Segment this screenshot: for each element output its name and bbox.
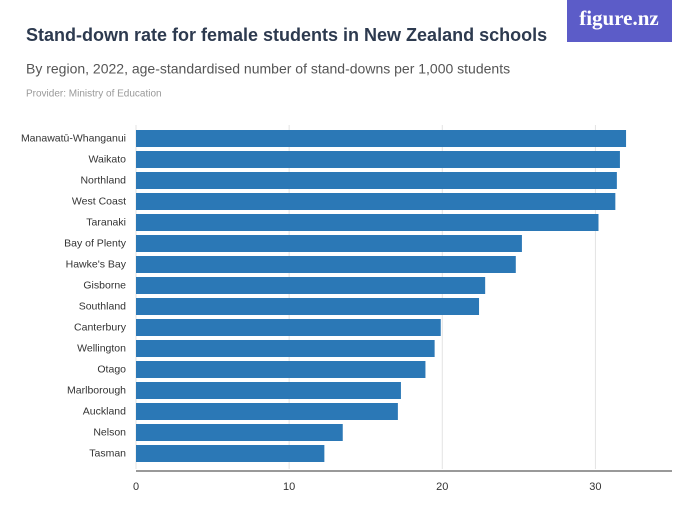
y-tick-label: Marlborough	[67, 384, 126, 396]
y-tick-label: Northland	[80, 174, 126, 186]
bar	[136, 256, 516, 273]
bar	[136, 172, 617, 189]
bar	[136, 214, 599, 231]
chart-title: Stand-down rate for female students in N…	[26, 25, 547, 45]
bar	[136, 403, 398, 420]
y-tick-label: Nelson	[93, 426, 126, 438]
bar	[136, 277, 486, 294]
bar	[136, 235, 522, 252]
y-tick-label: Bay of Plenty	[64, 237, 127, 249]
y-tick-label: Waikato	[88, 153, 126, 165]
bar	[136, 445, 325, 462]
y-tick-label: Gisborne	[83, 279, 126, 291]
y-tick-label: Canterbury	[74, 321, 127, 333]
y-tick-label: Manawatū-Whanganui	[21, 132, 126, 144]
x-tick-label: 0	[133, 481, 139, 493]
y-tick-label: Hawke's Bay	[66, 258, 127, 270]
y-tick-label: West Coast	[72, 195, 126, 207]
bar	[136, 130, 627, 147]
logo-box	[567, 0, 672, 42]
bar	[136, 361, 426, 378]
bar	[136, 298, 480, 315]
y-tick-label: Tasman	[89, 447, 126, 459]
chart-subtitle: By region, 2022, age-standardised number…	[26, 61, 510, 77]
bar	[136, 382, 401, 399]
bar	[136, 424, 343, 441]
y-tick-label: Auckland	[83, 405, 126, 417]
bar	[136, 151, 620, 168]
logo[interactable]: figure.nz	[579, 6, 659, 30]
y-tick-label: Wellington	[77, 342, 126, 354]
x-tick-label: 30	[589, 481, 601, 493]
provider: Provider: Ministry of Education	[26, 89, 162, 100]
bar	[136, 193, 616, 210]
bar	[136, 319, 441, 336]
bar	[136, 340, 435, 357]
x-tick-label: 10	[283, 481, 295, 493]
y-tick-label: Southland	[79, 300, 126, 312]
x-tick-label: 20	[436, 481, 448, 493]
y-tick-label: Taranaki	[86, 216, 126, 228]
y-tick-label: Otago	[97, 363, 126, 375]
